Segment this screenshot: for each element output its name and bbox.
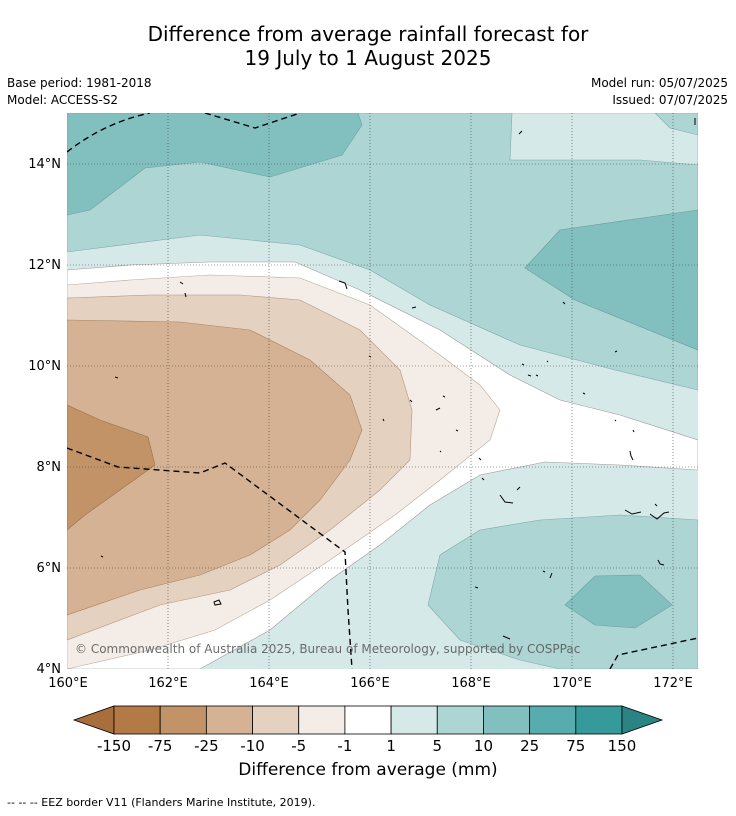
island	[179, 281, 184, 285]
island	[582, 392, 586, 395]
eez-border-north-central	[204, 113, 301, 129]
colorbar-tick-label: -1	[337, 737, 352, 755]
island	[114, 376, 119, 379]
island	[654, 503, 658, 507]
colorbar-boxes	[113, 705, 623, 735]
colorbar-tick-label: -5	[291, 737, 306, 755]
lon-label-160e: 160°E	[48, 676, 88, 691]
fill-minus75-to-minus25	[67, 404, 156, 531]
island	[516, 486, 521, 491]
colorbar-tick-label: -150	[97, 737, 131, 755]
fill-plus10-to-25-east	[524, 209, 698, 351]
lon-label-168e: 168°E	[451, 676, 491, 691]
island	[546, 360, 549, 363]
lat-label-4n: 4°N	[37, 662, 62, 677]
base-period-text: Base period: 1981-2018	[7, 76, 152, 90]
island	[409, 399, 413, 403]
colorbar-tick-label: 5	[432, 737, 442, 755]
island	[478, 457, 482, 461]
rainfall-anomaly-map: © Commonwealth of Australia 2025, Bureau…	[28, 113, 698, 755]
colorbar-right-arrow	[621, 705, 664, 735]
colorbar-box	[529, 705, 577, 735]
colorbar-box	[252, 705, 300, 735]
colorbar-box	[390, 705, 438, 735]
map-title-line-2: 19 July to 1 August 2025	[244, 46, 492, 70]
eez-border-footnote: -- -- -- EEZ border V11 (Flanders Marine…	[7, 796, 316, 809]
fill-plus1-to-5-northeast	[509, 113, 698, 166]
island	[649, 511, 670, 520]
island	[411, 306, 417, 309]
island	[629, 450, 634, 461]
map-title-line-1: Difference from average rainfall forecas…	[147, 22, 589, 46]
island	[632, 429, 635, 433]
issued-text: Issued: 07/07/2025	[612, 93, 728, 107]
island	[518, 130, 523, 135]
island	[614, 350, 618, 353]
island	[481, 477, 485, 481]
island	[442, 395, 446, 398]
island-outlines	[100, 118, 696, 640]
colorbar-box	[436, 705, 484, 735]
lat-label-8n: 8°N	[37, 460, 62, 475]
colorbar-box	[159, 705, 207, 735]
colorbar-tick-label: 75	[566, 737, 585, 755]
model-text: Model: ACCESS-S2	[7, 93, 119, 107]
island	[439, 450, 442, 453]
contour-fill-layer	[67, 113, 698, 669]
colorbar-tick-label: -75	[148, 737, 173, 755]
lon-label-170e: 170°E	[552, 676, 592, 691]
legend-colorbar: -150 -75 -25 -10 -5 -1 1 5 10 25 75 150	[72, 705, 664, 755]
model-run-text: Model run: 05/07/2025	[590, 76, 728, 90]
island	[614, 419, 617, 422]
island	[624, 509, 642, 515]
lat-label-10n: 10°N	[28, 359, 61, 374]
colorbar-title: Difference from average (mm)	[238, 760, 498, 780]
latitude-labels: 4°N 6°N 8°N 10°N 12°N 14°N	[28, 157, 61, 677]
lat-label-12n: 12°N	[28, 258, 61, 273]
eez-border-southeast	[609, 637, 698, 669]
island	[657, 559, 665, 566]
colorbar-box	[575, 705, 623, 735]
fill-plus5-to-10-south	[427, 514, 698, 669]
island	[382, 418, 385, 422]
longitude-labels: 160°E 162°E 164°E 166°E 168°E 170°E 172°…	[48, 676, 693, 691]
island	[549, 572, 553, 579]
island	[474, 586, 479, 589]
colorbar-tick-labels: -150 -75 -25 -10 -5 -1 1 5 10 25 75 150	[97, 737, 636, 755]
map-gridlines	[67, 113, 698, 669]
colorbar-box	[298, 705, 346, 735]
eez-border-north	[67, 113, 151, 153]
island	[502, 635, 511, 640]
island	[562, 301, 566, 305]
island	[213, 599, 222, 606]
colorbar-tick-label: 1	[386, 737, 396, 755]
fill-plus10-to-25-south	[564, 574, 673, 629]
island	[521, 363, 525, 366]
copyright-watermark: © Commonwealth of Australia 2025, Bureau…	[75, 642, 580, 656]
island	[499, 494, 514, 504]
island	[455, 429, 459, 432]
colorbar-tick-label: 10	[474, 737, 493, 755]
lon-label-162e: 162°E	[148, 676, 188, 691]
lat-label-6n: 6°N	[37, 561, 62, 576]
island	[542, 570, 546, 573]
island	[338, 280, 348, 290]
colorbar-left-arrow	[72, 705, 115, 735]
colorbar-box	[483, 705, 531, 735]
lon-label-164e: 164°E	[249, 676, 289, 691]
colorbar-box	[113, 705, 161, 735]
island	[100, 555, 104, 558]
island	[527, 374, 539, 377]
colorbar-tick-label: 150	[608, 737, 637, 755]
island	[435, 407, 441, 411]
colorbar-box	[344, 705, 392, 735]
colorbar-tick-label: 25	[520, 737, 539, 755]
lon-label-166e: 166°E	[350, 676, 390, 691]
colorbar-tick-label: -10	[240, 737, 265, 755]
colorbar-box	[205, 705, 253, 735]
lon-label-172e: 172°E	[653, 676, 693, 691]
island	[184, 292, 187, 298]
lat-label-14n: 14°N	[28, 157, 61, 172]
colorbar-tick-label: -25	[194, 737, 219, 755]
